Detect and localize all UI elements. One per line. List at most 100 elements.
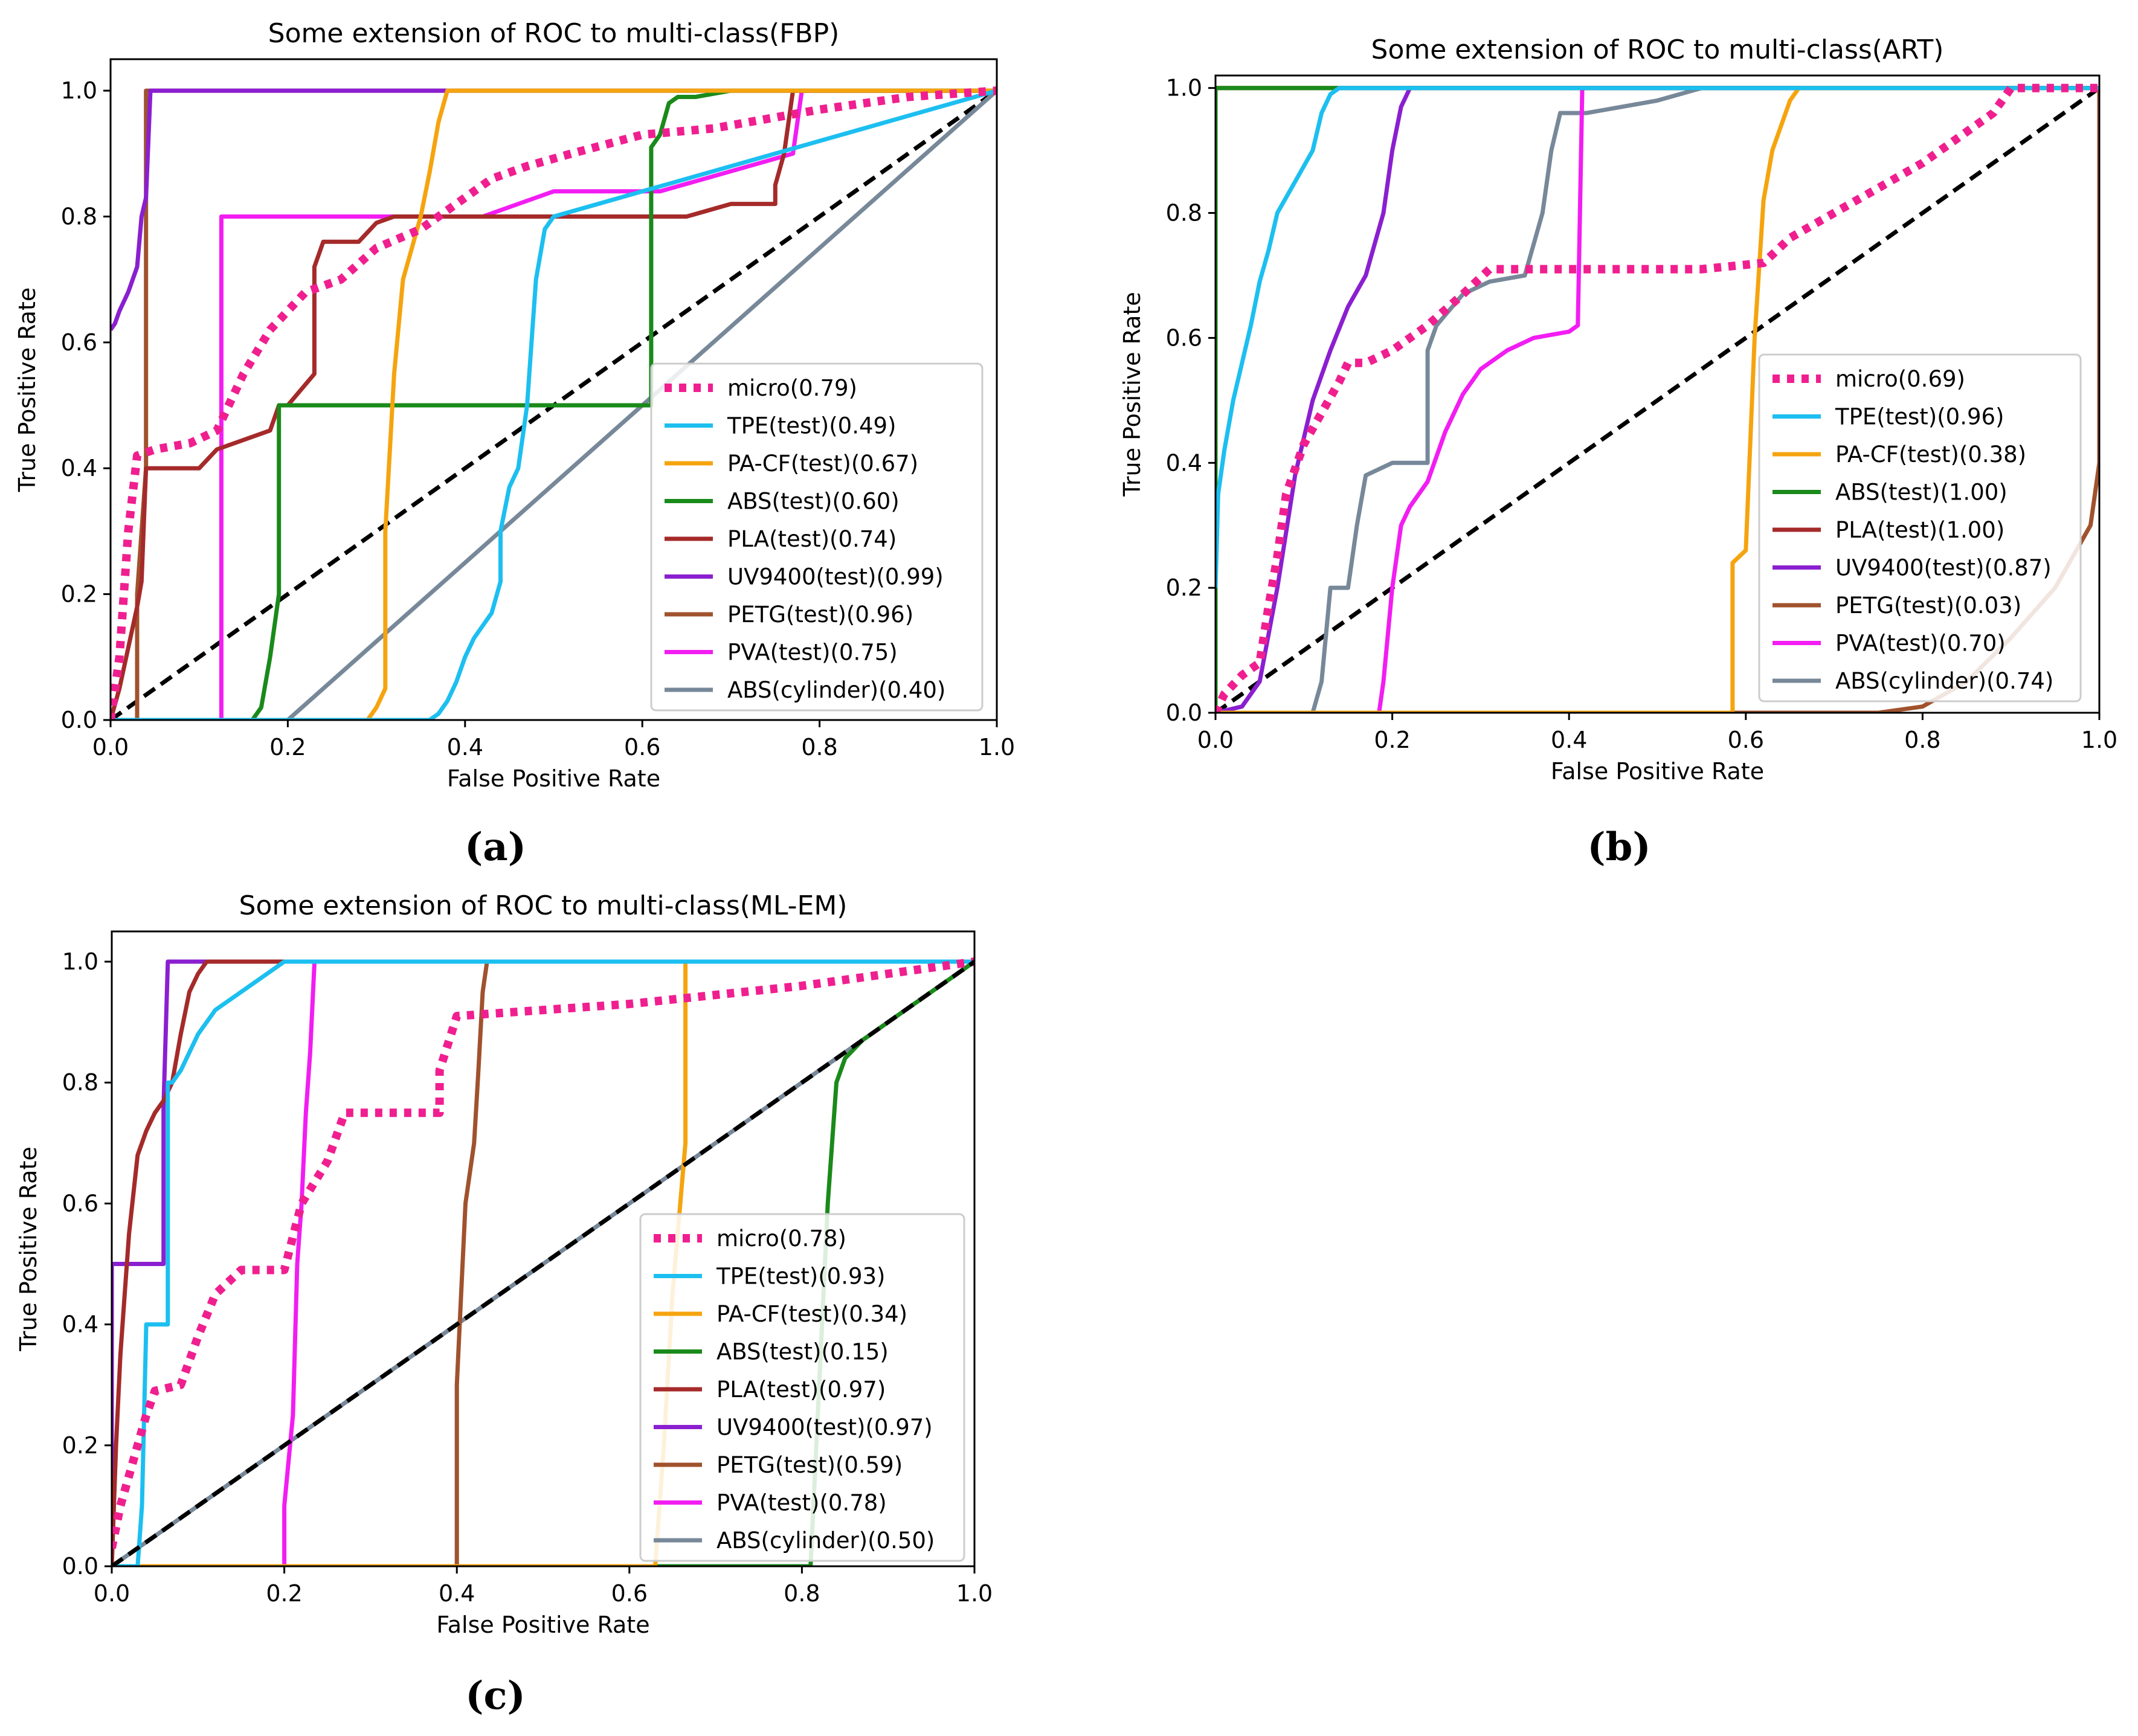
legend-label-tpe: TPE(test)(0.49) [727, 413, 896, 439]
series-line-petg [112, 959, 974, 1566]
chart-title: Some extension of ROC to multi-class(FBP… [268, 18, 840, 49]
legend-label-pacf: PA-CF(test)(0.38) [1835, 442, 2026, 468]
legend-label-petg: PETG(test)(0.96) [727, 602, 913, 628]
y-tick-label: 0.8 [1166, 200, 1202, 227]
legend-label-pacf: PA-CF(test)(0.67) [727, 451, 918, 477]
chart-panel-a: Some extension of ROC to multi-class(FBP… [0, 0, 1063, 876]
x-tick-label: 0.2 [1374, 727, 1410, 753]
legend-label-pla: PLA(test)(1.00) [1835, 517, 2004, 543]
legend-label-micro: micro(0.69) [1835, 366, 1965, 392]
legend-label-abs: ABS(test)(0.60) [727, 489, 900, 515]
legend-label-tpe: TPE(test)(0.93) [716, 1264, 885, 1290]
legend-label-uv9400: UV9400(test)(0.97) [716, 1415, 933, 1441]
x-tick-label: 0.8 [784, 1580, 820, 1607]
x-tick-label: 0.0 [94, 1580, 130, 1607]
series-line-tpe [111, 88, 997, 720]
y-tick-label: 0.4 [61, 455, 97, 481]
legend: micro(0.69) TPE(test)(0.96) PA-CF(test)(0.… [1758, 353, 2082, 702]
series-line-uv9400 [111, 88, 997, 332]
x-tick-label: 0.8 [801, 734, 837, 760]
legend-label-abscyl: ABS(cylinder)(0.74) [1835, 668, 2053, 694]
chart-title: Some extension of ROC to multi-class(ART… [1371, 34, 1944, 65]
y-axis-label: True Positive Rate [15, 1146, 42, 1352]
x-axis-label: False Positive Rate [1551, 758, 1764, 785]
series-line-pacf [1216, 86, 2099, 713]
series-line-micro [111, 86, 997, 720]
series-line-pla [112, 959, 974, 1566]
caption-b: (b) [1587, 825, 1651, 870]
series-line-micro [1216, 83, 2099, 713]
legend-label-pla: PLA(test)(0.74) [727, 526, 897, 552]
legend-label-pla: PLA(test)(0.97) [716, 1377, 886, 1403]
x-tick-label: 1.0 [979, 734, 1015, 760]
x-tick-label: 0.0 [1197, 727, 1234, 753]
series-line-tpe [112, 959, 974, 1566]
y-axis-label: True Positive Rate [1119, 292, 1145, 497]
legend-label-uv9400: UV9400(test)(0.87) [1835, 555, 2052, 581]
caption-c: (c) [465, 1673, 526, 1718]
y-tick-label: 0.0 [62, 1553, 98, 1580]
plot-area [112, 957, 974, 1566]
y-tick-label: 0.6 [1166, 324, 1202, 351]
roc-chart-mlem: Some extension of ROC to multi-class(ML-… [15, 890, 993, 1638]
y-tick-label: 0.4 [1166, 449, 1202, 476]
x-axis-label: False Positive Rate [447, 765, 660, 792]
series-line-uv9400 [1216, 86, 2099, 713]
series-line-pva [112, 959, 974, 1566]
diagonal-reference-line [1216, 86, 2099, 713]
x-tick-label: 0.6 [624, 734, 660, 760]
legend-label-abscyl: ABS(cylinder)(0.40) [727, 677, 945, 703]
legend-label-abscyl: ABS(cylinder)(0.50) [716, 1528, 935, 1554]
roc-chart-art: Some extension of ROC to multi-class(ART… [1119, 34, 2117, 785]
legend-label-abs: ABS(test)(0.15) [716, 1339, 889, 1365]
x-axis-label: False Positive Rate [436, 1612, 649, 1638]
legend-label-petg: PETG(test)(0.03) [1835, 593, 2021, 619]
axes-frame [109, 58, 998, 721]
legend: micro(0.78) TPE(test)(0.93) PA-CF(test)(0.… [639, 1213, 965, 1562]
x-tick-label: 0.6 [611, 1580, 648, 1607]
chart-panel-c: Some extension of ROC to multi-class(ML-… [0, 876, 1063, 1736]
y-axis-label: True Positive Rate [14, 288, 40, 493]
series-line-pacf [111, 88, 997, 720]
diagonal-reference-line-top [112, 960, 974, 1566]
series-line-abscyl [1216, 86, 2099, 713]
legend-label-abs: ABS(test)(1.00) [1835, 480, 2008, 506]
caption-a: (a) [464, 825, 527, 870]
legend: micro(0.79) TPE(test)(0.49) PA-CF(test)(0.… [650, 362, 984, 712]
legend-box [1758, 353, 2082, 702]
legend-label-micro: micro(0.78) [716, 1226, 846, 1252]
x-tick-label: 0.4 [439, 1580, 475, 1607]
axes-frame [111, 930, 976, 1567]
x-tick-label: 0.0 [92, 734, 129, 760]
legend-label-pacf: PA-CF(test)(0.34) [716, 1301, 907, 1327]
legend-label-pva: PVA(test)(0.70) [1835, 631, 2006, 657]
y-tick-label: 0.0 [61, 707, 97, 733]
legend-label-pva: PVA(test)(0.75) [727, 640, 898, 666]
x-tick-label: 1.0 [956, 1580, 993, 1607]
roc-chart-fbp: Some extension of ROC to multi-class(FBP… [14, 18, 1015, 792]
series-line-pla [111, 88, 997, 720]
x-tick-label: 0.6 [1728, 727, 1764, 753]
chart-title: Some extension of ROC to multi-class(ML-… [239, 890, 848, 921]
legend-label-pva: PVA(test)(0.78) [716, 1490, 887, 1516]
legend-label-uv9400: UV9400(test)(0.99) [727, 564, 944, 590]
y-tick-label: 0.8 [62, 1069, 98, 1096]
y-tick-label: 0.0 [1166, 699, 1202, 726]
y-tick-label: 1.0 [62, 948, 98, 975]
chart-panel-b: Some extension of ROC to multi-class(ART… [1087, 0, 2138, 876]
y-tick-label: 1.0 [61, 77, 97, 104]
y-tick-label: 0.2 [1166, 574, 1202, 601]
x-tick-label: 0.2 [269, 734, 306, 760]
x-tick-label: 0.4 [447, 734, 483, 760]
legend-label-petg: PETG(test)(0.59) [716, 1452, 903, 1478]
plot-area [1216, 83, 2099, 713]
series-line-tpe [1216, 86, 2099, 588]
legend-box [639, 1213, 965, 1562]
x-tick-label: 1.0 [2081, 727, 2117, 753]
y-tick-label: 0.4 [62, 1311, 98, 1338]
series-line-abscyl [111, 89, 997, 720]
x-tick-label: 0.2 [266, 1580, 302, 1607]
y-tick-label: 0.2 [61, 581, 97, 608]
y-tick-label: 0.6 [62, 1190, 98, 1217]
legend-label-tpe: TPE(test)(0.96) [1835, 404, 2004, 430]
